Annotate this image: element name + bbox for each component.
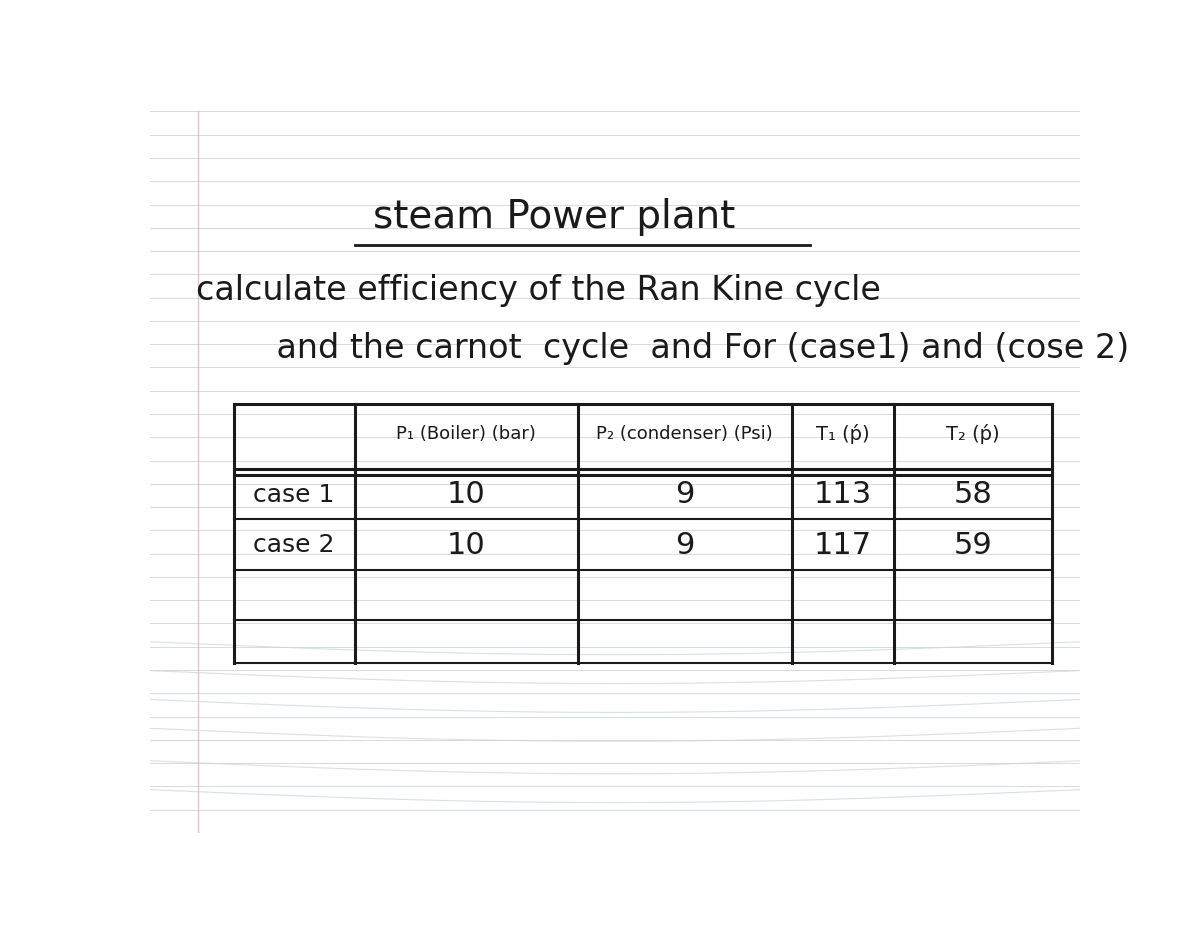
Text: 10: 10: [446, 480, 486, 509]
Text: steam Power plant: steam Power plant: [373, 197, 736, 236]
Text: case 2: case 2: [253, 533, 335, 557]
Text: P₂ (condenser) (Psi): P₂ (condenser) (Psi): [596, 424, 773, 442]
Text: 9: 9: [676, 531, 695, 559]
Text: and the carnot  cycle  and For (case1) and (cose 2): and the carnot cycle and For (case1) and…: [234, 331, 1129, 364]
Text: T₁ (ṕ): T₁ (ṕ): [816, 423, 870, 443]
Text: calculate efficiency of the Ran Kine cycle: calculate efficiency of the Ran Kine cyc…: [197, 273, 881, 307]
Text: 58: 58: [954, 480, 992, 509]
Text: 59: 59: [954, 531, 992, 559]
Text: 117: 117: [814, 531, 872, 559]
Text: 9: 9: [676, 480, 695, 509]
Text: 10: 10: [446, 531, 486, 559]
Text: P₁ (Boiler) (bar): P₁ (Boiler) (bar): [396, 424, 536, 442]
Text: T₂ (ṕ): T₂ (ṕ): [947, 423, 1000, 443]
Text: 113: 113: [814, 480, 872, 509]
Text: case 1: case 1: [253, 482, 335, 506]
